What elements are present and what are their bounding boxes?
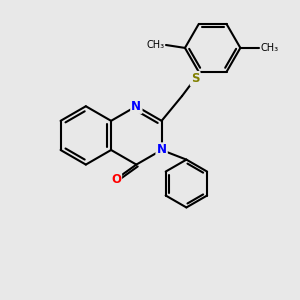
Text: N: N bbox=[157, 143, 166, 157]
Text: S: S bbox=[191, 72, 200, 85]
Text: CH₃: CH₃ bbox=[261, 43, 279, 53]
Text: O: O bbox=[111, 173, 121, 186]
Text: N: N bbox=[131, 100, 141, 113]
Text: CH₃: CH₃ bbox=[146, 40, 164, 50]
